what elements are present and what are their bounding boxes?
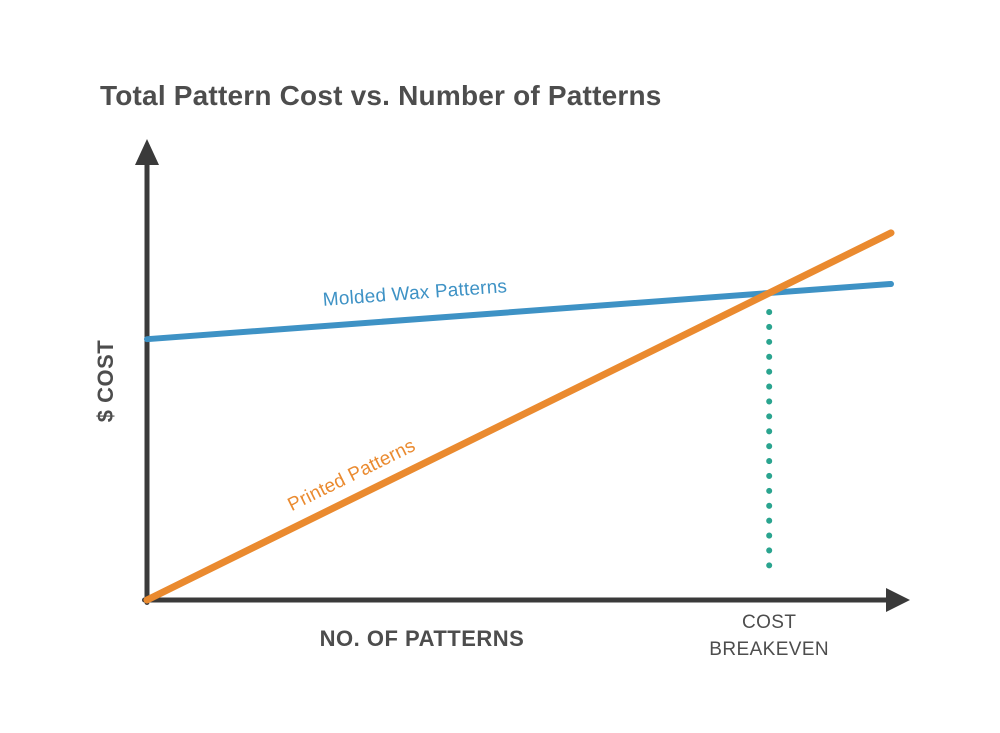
- printed-patterns-line: [143, 229, 895, 604]
- y-axis-arrowhead-icon: [135, 139, 159, 165]
- chart-title: Total Pattern Cost vs. Number of Pattern…: [100, 80, 662, 111]
- x-axis-arrowhead-icon: [886, 588, 910, 612]
- molded-wax-patterns-line: [144, 280, 894, 343]
- x-axis-label: NO. OF PATTERNS: [319, 626, 525, 651]
- breakeven-label: COST BREAKEVEN: [709, 612, 830, 660]
